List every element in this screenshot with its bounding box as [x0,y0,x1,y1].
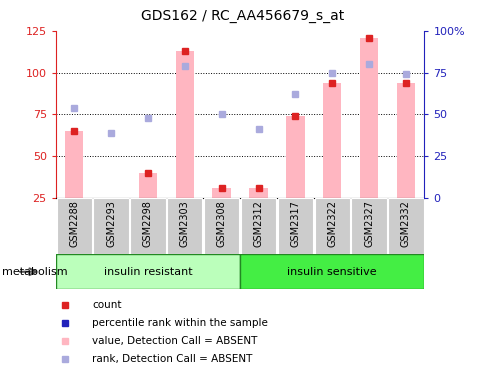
Text: GSM2317: GSM2317 [290,201,300,247]
Text: percentile rank within the sample: percentile rank within the sample [92,318,268,328]
Bar [65,131,83,198]
Text: insulin resistant: insulin resistant [104,267,192,277]
Text: GSM2322: GSM2322 [327,201,336,247]
Bar [57,198,91,254]
Bar [204,198,239,254]
Bar [286,116,304,198]
Bar [130,198,165,254]
Text: GSM2303: GSM2303 [180,201,189,247]
Text: GSM2332: GSM2332 [400,201,410,247]
Text: GSM2327: GSM2327 [363,201,373,247]
Text: rank, Detection Call = ABSENT: rank, Detection Call = ABSENT [92,354,252,364]
Bar [249,188,267,198]
Bar [314,198,349,254]
Bar [93,198,128,254]
Bar [240,254,424,289]
Text: GDS162 / RC_AA456679_s_at: GDS162 / RC_AA456679_s_at [140,9,344,23]
Text: GSM2293: GSM2293 [106,201,116,247]
Bar [212,188,230,198]
Text: value, Detection Call = ABSENT: value, Detection Call = ABSENT [92,336,257,346]
Text: insulin sensitive: insulin sensitive [287,267,376,277]
Text: count: count [92,300,121,310]
Bar [351,198,386,254]
Bar [241,198,275,254]
Text: GSM2288: GSM2288 [69,201,79,247]
Bar [175,51,194,198]
Text: metabolism: metabolism [2,267,68,277]
Bar [359,38,378,198]
Bar [388,198,423,254]
Bar [56,254,240,289]
Text: GSM2308: GSM2308 [216,201,226,247]
Bar [277,198,312,254]
Text: GSM2298: GSM2298 [143,201,152,247]
Bar [322,83,341,198]
Bar [396,83,414,198]
Bar [138,173,157,198]
Bar [167,198,202,254]
Text: GSM2312: GSM2312 [253,201,263,247]
